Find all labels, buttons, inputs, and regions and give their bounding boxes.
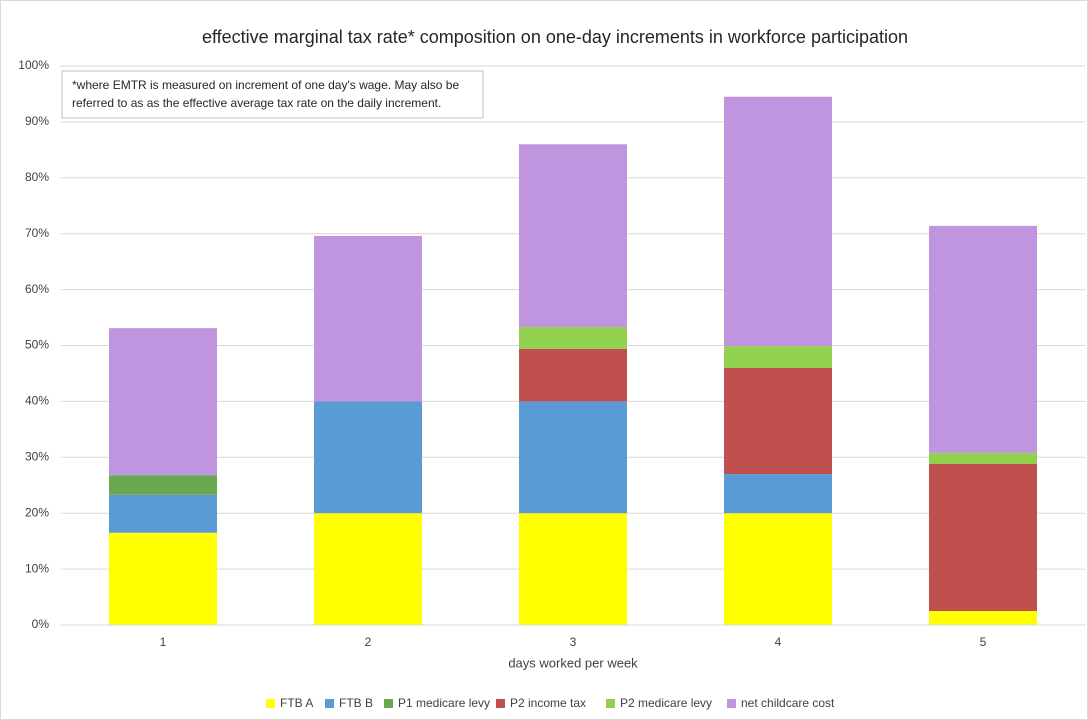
bar-segment — [519, 327, 627, 349]
bar-segment — [724, 474, 832, 514]
annotation-box — [61, 70, 484, 119]
bar-segment — [929, 611, 1037, 625]
legend-label: FTB B — [339, 696, 373, 710]
legend-label: net childcare cost — [741, 696, 835, 710]
bar-segment — [519, 401, 627, 514]
bar-segment — [109, 532, 217, 625]
x-tick-label: 3 — [570, 635, 577, 649]
y-tick-label: 60% — [25, 282, 49, 296]
legend-swatch — [266, 699, 275, 708]
legend-swatch — [496, 699, 505, 708]
chart-title: effective marginal tax rate* composition… — [202, 27, 908, 47]
x-tick-label: 5 — [980, 635, 987, 649]
y-tick-label: 10% — [25, 561, 49, 575]
bar-segment — [929, 464, 1037, 612]
legend-swatch — [384, 699, 393, 708]
legend-label: P2 medicare levy — [620, 696, 712, 710]
legend-swatch — [727, 699, 736, 708]
x-tick-label: 2 — [365, 635, 372, 649]
legend-swatch — [606, 699, 615, 708]
y-tick-label: 80% — [25, 170, 49, 184]
y-tick-label: 70% — [25, 226, 49, 240]
bar-segment — [109, 494, 217, 533]
y-tick-label: 30% — [25, 449, 49, 463]
bar-segment — [519, 348, 627, 402]
bar-segment — [724, 367, 832, 475]
y-tick-label: 40% — [25, 394, 49, 408]
bar-segment — [519, 513, 627, 625]
x-tick-label: 1 — [160, 635, 167, 649]
bar-segment — [519, 144, 627, 328]
bar-segment — [109, 328, 217, 476]
y-tick-label: 20% — [25, 505, 49, 519]
legend-swatch — [325, 699, 334, 708]
y-tick-label: 0% — [32, 617, 50, 631]
x-axis-label: days worked per week — [508, 655, 638, 670]
x-tick-label: 4 — [775, 635, 782, 649]
bar-segment — [314, 513, 422, 625]
bar-segment — [109, 475, 217, 495]
bar-segment — [929, 452, 1037, 465]
annotation-text: referred to as as the effective average … — [72, 96, 441, 110]
bar-segment — [314, 235, 422, 402]
bar-segment — [724, 513, 832, 625]
y-tick-label: 90% — [25, 114, 49, 128]
bar-segment — [314, 401, 422, 514]
annotation-text: *where EMTR is measured on increment of … — [72, 78, 459, 92]
legend-label: P1 medicare levy — [398, 696, 490, 710]
bar-segment — [724, 346, 832, 368]
legend-label: FTB A — [280, 696, 313, 710]
bar-segment — [929, 225, 1037, 453]
y-tick-label: 100% — [18, 58, 49, 72]
bar-segment — [724, 96, 832, 347]
y-tick-label: 50% — [25, 338, 49, 352]
legend-label: P2 income tax — [510, 696, 586, 710]
